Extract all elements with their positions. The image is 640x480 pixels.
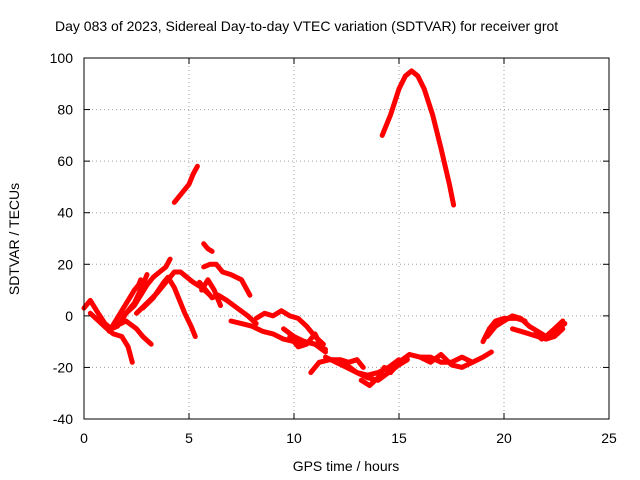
data-series-s6 [123,256,173,316]
data-series-s18 [308,357,366,376]
grid-lines [84,58,609,419]
x-tick-label: 20 [496,430,512,446]
data-series-s24 [417,352,475,370]
y-tick-label: -40 [53,411,73,427]
data-series-s17 [287,331,324,350]
x-tick-label: 10 [286,430,302,446]
data-series-s3 [106,277,144,334]
data-series-s9 [171,163,200,205]
y-tick-label: 60 [57,153,73,169]
y-axis-label: SDTVAR / TECUs [6,183,22,295]
y-tick-label: 20 [57,256,73,272]
plot-frame [83,57,610,420]
data-series-s15 [253,308,326,347]
data-series-s28 [533,321,568,342]
data-series-s2 [87,310,135,365]
data-series-s12 [197,279,259,327]
y-tick-label: 100 [50,50,74,66]
x-tick-label: 5 [185,430,193,446]
data-series-s8 [140,274,198,339]
data-series-s16 [281,326,328,355]
x-tick-label: 0 [80,430,88,446]
data-series-s11 [201,241,215,254]
y-axis-ticks: -40 -20 0 20 40 60 80 100 [50,50,609,427]
x-axis-label: GPS time / hours [293,458,400,474]
data-traces [81,68,568,388]
y-tick-label: -20 [53,359,73,375]
data-series-s13 [201,261,253,298]
data-series-s22 [379,68,457,208]
y-tick-label: 0 [65,308,73,324]
data-series-s23 [386,349,494,373]
x-tick-label: 25 [601,430,617,446]
y-tick-label: 40 [57,205,73,221]
x-tick-label: 15 [391,430,407,446]
chart-title: Day 083 of 2023, Sidereal Day-to-day VTE… [55,18,558,34]
y-tick-label: 80 [57,102,73,118]
x-axis-ticks: 0 5 10 15 20 25 [80,58,617,446]
